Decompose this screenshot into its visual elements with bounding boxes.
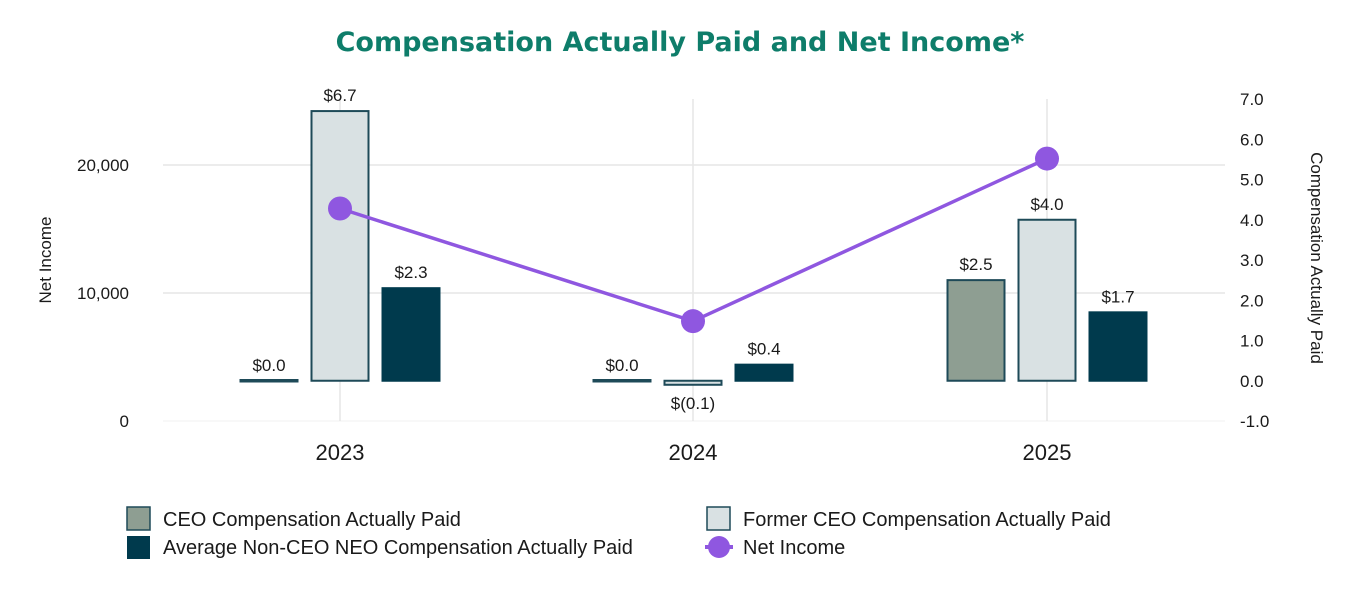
right-tick-label: 4.0	[1240, 211, 1264, 230]
bar-data-label: $(0.1)	[671, 394, 715, 413]
category-label: 2024	[669, 440, 718, 465]
bar-ceo-compensation-actually-paid-2024	[592, 379, 652, 383]
legend-item-ceo: CEO Compensation Actually Paid	[126, 506, 461, 531]
category-label: 2023	[316, 440, 365, 465]
legend-label-ceo: CEO Compensation Actually Paid	[163, 509, 461, 531]
bars	[239, 110, 1148, 386]
bar-former-ceo-compensation-actually-paid-2025	[1017, 218, 1077, 382]
bar-ceo-compensation-actually-paid-2025	[946, 279, 1006, 382]
legend-swatch-former-ceo	[706, 506, 731, 531]
bar-data-label: $4.0	[1030, 195, 1063, 214]
legend-swatch-net-income-marker	[708, 536, 730, 558]
net-income-point-2024	[681, 309, 705, 334]
legend-swatch-ceo	[126, 506, 151, 531]
bar-data-label: $1.7	[1101, 287, 1134, 306]
right-axis-ticks: -1.0 0.0 1.0 2.0 3.0 4.0 5.0 6.0 7.0	[1240, 90, 1269, 431]
net-income-point-2023	[328, 196, 352, 221]
legend-item-former-ceo: Former CEO Compensation Actually Paid	[706, 506, 1111, 531]
legend-swatch-noneo	[127, 536, 150, 559]
left-tick-label: 20,000	[77, 156, 129, 175]
legend-item-net-income: Net Income	[705, 536, 845, 559]
right-tick-label: 5.0	[1240, 171, 1264, 190]
bar-average-non-ceo-neo-compensation-actually-paid-2025	[1088, 311, 1148, 382]
right-tick-label: -1.0	[1240, 412, 1269, 431]
legend-label-noneo: Average Non-CEO NEO Compensation Actuall…	[163, 537, 633, 559]
legend-label-net-income: Net Income	[743, 537, 845, 559]
right-tick-label: 1.0	[1240, 332, 1264, 351]
bar-average-non-ceo-neo-compensation-actually-paid-2024	[734, 363, 794, 382]
net-income-line-layer	[328, 146, 1059, 334]
right-axis-label: Compensation Actually Paid	[1307, 152, 1326, 364]
right-tick-label: 0.0	[1240, 372, 1264, 391]
net-income-point-2025	[1035, 146, 1059, 171]
bar-former-ceo-compensation-actually-paid-2024	[663, 379, 723, 386]
bar-data-labels: $0.0 $0.0 $2.5 $6.7 $(0.1) $4.0 $2.3 $0.4 $1.7	[252, 86, 1134, 413]
category-labels: 2023 2024 2025	[316, 440, 1072, 465]
right-tick-label: 7.0	[1240, 90, 1264, 109]
legend-item-noneo: Average Non-CEO NEO Compensation Actuall…	[127, 536, 633, 559]
bar-data-label: $2.3	[394, 263, 427, 282]
right-tick-label: 3.0	[1240, 251, 1264, 270]
bar-data-label: $2.5	[959, 255, 992, 274]
left-axis-label: Net Income	[36, 217, 55, 304]
bar-data-label: $0.0	[252, 356, 285, 375]
bar-average-non-ceo-neo-compensation-actually-paid-2023	[381, 287, 441, 382]
left-tick-label: 0	[120, 412, 129, 431]
bar-former-ceo-compensation-actually-paid-2023	[310, 110, 370, 382]
right-tick-label: 6.0	[1240, 130, 1264, 149]
left-axis-ticks: 0 10,000 20,000	[77, 156, 129, 431]
legend-label-former-ceo: Former CEO Compensation Actually Paid	[743, 509, 1111, 531]
bar-data-label: $0.4	[747, 340, 780, 359]
bar-data-label: $0.0	[605, 356, 638, 375]
category-label: 2025	[1023, 440, 1072, 465]
right-tick-label: 2.0	[1240, 291, 1264, 310]
left-tick-label: 10,000	[77, 284, 129, 303]
bar-ceo-compensation-actually-paid-2023	[239, 379, 299, 383]
bar-data-label: $6.7	[323, 86, 356, 105]
legend: CEO Compensation Actually Paid Average N…	[126, 506, 1111, 559]
chart-title: Compensation Actually Paid and Net Incom…	[336, 27, 1025, 58]
